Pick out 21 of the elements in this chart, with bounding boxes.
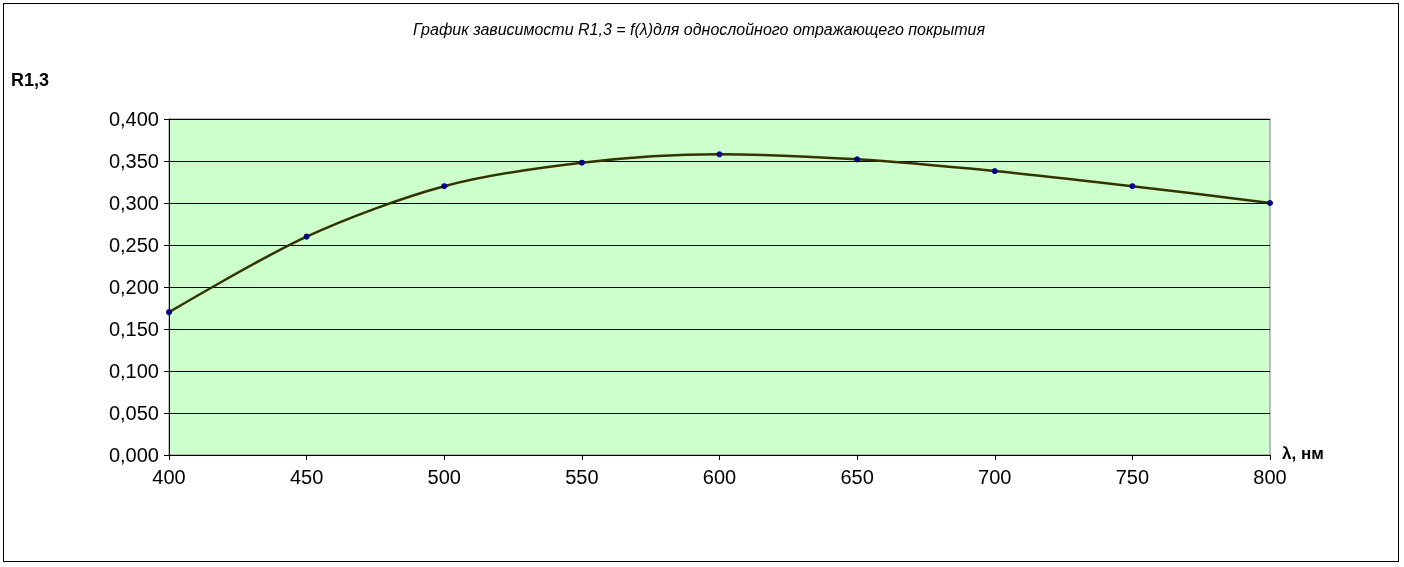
x-axis-title: λ, нм: [1282, 444, 1324, 463]
x-tick-label: 750: [1115, 466, 1150, 488]
y-tick-label: 0,050: [108, 402, 159, 424]
y-tick-label: 0,150: [108, 318, 159, 340]
x-tick-label: 600: [702, 466, 737, 488]
y-tick-label: 0,400: [108, 108, 159, 130]
y-tick-label: 0,300: [108, 192, 159, 214]
y-axis-title: R1,3: [11, 70, 50, 90]
y-tick-label: 0,200: [108, 276, 159, 298]
x-tick-label: 800: [1253, 466, 1287, 488]
x-tick-label: 400: [152, 466, 186, 488]
y-tick-label: 0,250: [108, 234, 159, 256]
y-tick-label: 0,100: [108, 360, 159, 382]
x-tick-label: 700: [978, 466, 1012, 488]
x-tick-label: 550: [565, 466, 599, 488]
x-tick-label: 650: [840, 466, 874, 488]
chart-title: График зависимости R1,3 = f(λ)для однослойного отражающего покрытия: [413, 20, 986, 38]
x-tick-label: 450: [289, 466, 324, 488]
x-tick-label: 500: [427, 466, 461, 488]
y-tick-label: 0,350: [108, 150, 159, 172]
y-tick-label: 0,000: [108, 444, 159, 466]
